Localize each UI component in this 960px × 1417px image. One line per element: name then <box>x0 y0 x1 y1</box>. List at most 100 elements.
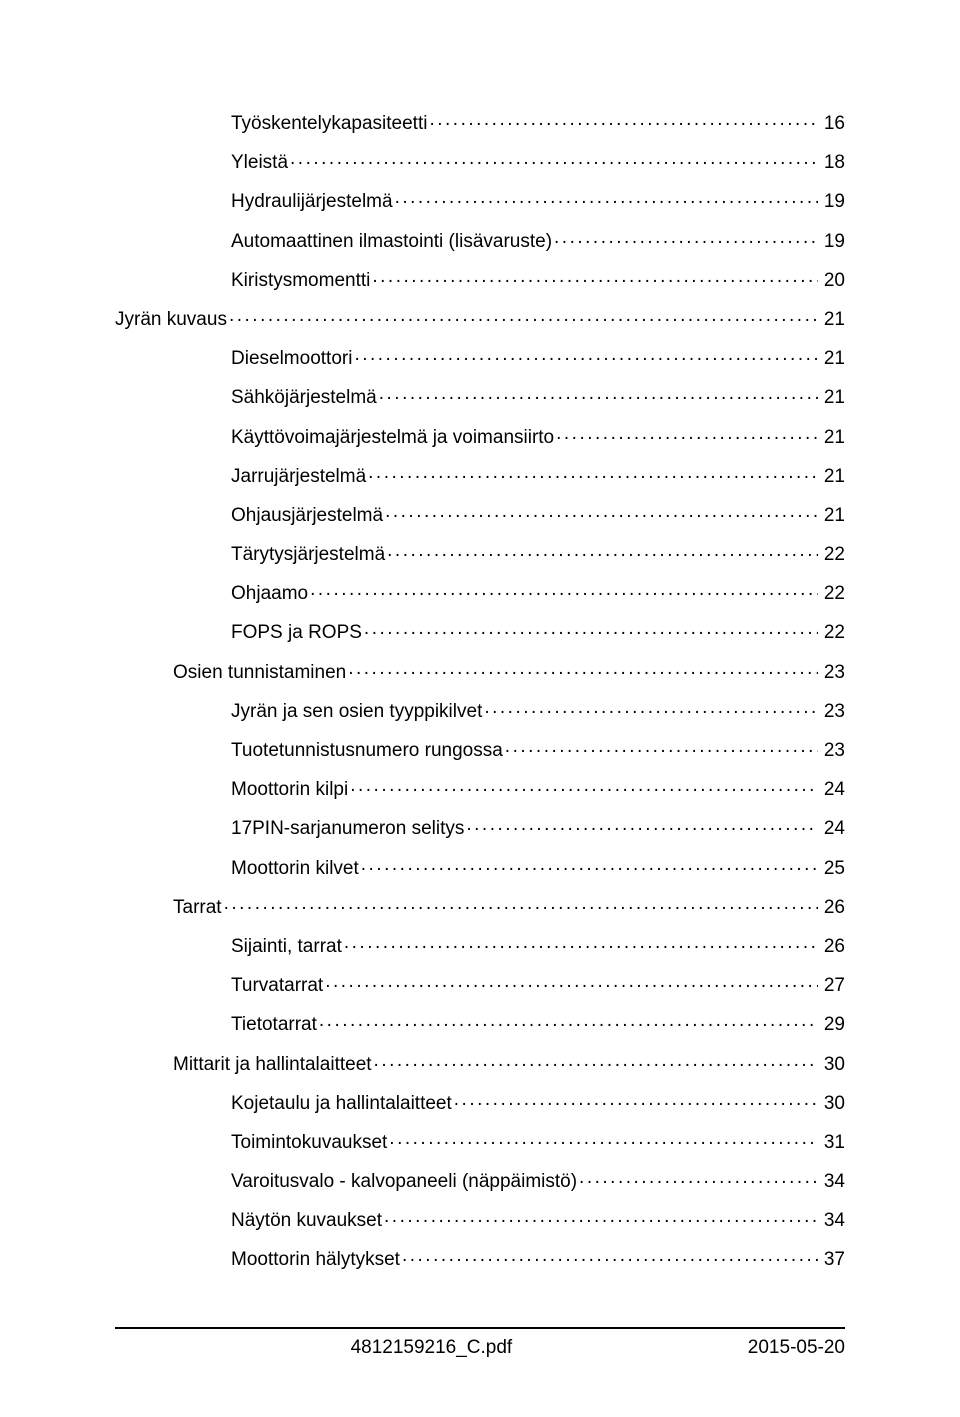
toc-label: Dieselmoottori <box>231 349 352 368</box>
toc-label: Kojetaulu ja hallintalaitteet <box>231 1094 452 1113</box>
toc-leader <box>224 894 818 913</box>
toc-leader <box>429 110 817 129</box>
toc-label: Jyrän kuvaus <box>115 310 227 329</box>
toc-entry: Osien tunnistaminen23 <box>115 659 845 682</box>
toc-label: Jyrän ja sen osien tyyppikilvet <box>231 702 482 721</box>
toc-entry: Toimintokuvaukset 31 <box>115 1129 845 1152</box>
toc-leader <box>310 580 818 599</box>
toc-label: 17PIN-sarjanumeron selitys <box>231 819 464 838</box>
toc-entry: Jyrän ja sen osien tyyppikilvet 23 <box>115 698 845 721</box>
toc-page-number: 23 <box>820 741 845 760</box>
toc-leader <box>290 149 818 168</box>
toc-leader <box>361 855 818 874</box>
toc-leader <box>466 815 817 834</box>
toc-page-number: 16 <box>820 114 845 133</box>
toc-page-number: 26 <box>820 898 845 917</box>
page: Työskentelykapasiteetti 16 Yleistä 18 Hydrau… <box>0 0 960 1417</box>
toc-entry: Ohjaamo22 <box>115 580 845 603</box>
toc-label: FOPS ja ROPS <box>231 623 362 642</box>
toc-label: Käyttövoimajärjestelmä ja voimansiirto <box>231 428 554 447</box>
toc-entry: Automaattinen ilmastointi (lisävaruste) 1… <box>115 228 845 251</box>
toc-page-number: 21 <box>820 349 845 368</box>
toc-page-number: 19 <box>820 232 845 251</box>
toc-label: Tärytysjärjestelmä <box>231 545 385 564</box>
toc-page-number: 34 <box>820 1172 845 1191</box>
toc-leader <box>229 306 818 325</box>
footer-rule <box>115 1327 845 1329</box>
toc-label: Tarrat <box>173 898 222 917</box>
toc-label: Automaattinen ilmastointi (lisävaruste) <box>231 232 552 251</box>
toc-entry: Ohjausjärjestelmä 21 <box>115 502 845 525</box>
toc-leader <box>364 619 818 638</box>
toc-page-number: 26 <box>820 937 845 956</box>
toc-leader <box>484 698 818 717</box>
toc-label: Toimintokuvaukset <box>231 1133 387 1152</box>
toc-entry: Käyttövoimajärjestelmä ja voimansiirto 21 <box>115 424 845 447</box>
toc-entry: Tietotarrat 29 <box>115 1011 845 1034</box>
toc-label: Näytön kuvaukset <box>231 1211 382 1230</box>
toc-page-number: 37 <box>820 1250 845 1269</box>
toc-label: Työskentelykapasiteetti <box>231 114 427 133</box>
toc-label: Ohjausjärjestelmä <box>231 506 383 525</box>
toc-entry: Sähköjärjestelmä21 <box>115 384 845 407</box>
toc-entry: 17PIN-sarjanumeron selitys 24 <box>115 815 845 838</box>
toc-label: Mittarit ja hallintalaitteet <box>173 1055 372 1074</box>
toc-page-number: 21 <box>820 506 845 525</box>
toc-page-number: 23 <box>820 702 845 721</box>
toc-entry: Tarrat 26 <box>115 894 845 917</box>
toc-leader <box>579 1168 818 1187</box>
toc-entry: Jarrujärjestelmä21 <box>115 463 845 486</box>
toc-label: Jarrujärjestelmä <box>231 467 366 486</box>
toc-leader <box>556 424 818 443</box>
toc-label: Sähköjärjestelmä <box>231 388 377 407</box>
toc-leader <box>505 737 818 756</box>
footer-doc-ref: 4812159216_C.pdf <box>115 1337 748 1359</box>
toc-page-number: 31 <box>820 1133 845 1152</box>
toc-label: Moottorin kilvet <box>231 859 359 878</box>
toc-entry: Tärytysjärjestelmä 22 <box>115 541 845 564</box>
toc-leader <box>344 933 818 952</box>
table-of-contents: Työskentelykapasiteetti 16 Yleistä 18 Hydrau… <box>115 110 845 1269</box>
toc-leader <box>395 188 818 207</box>
toc-entry: Yleistä 18 <box>115 149 845 172</box>
toc-leader <box>384 1207 818 1226</box>
toc-page-number: 21 <box>820 310 845 329</box>
footer-date: 2015-05-20 <box>748 1337 845 1359</box>
toc-entry: Kiristysmomentti20 <box>115 267 845 290</box>
toc-leader <box>389 1129 818 1148</box>
toc-label: Moottorin hälytykset <box>231 1250 400 1269</box>
toc-entry: Moottorin hälytykset 37 <box>115 1246 845 1269</box>
toc-page-number: 21 <box>820 428 845 447</box>
toc-label: Tietotarrat <box>231 1015 317 1034</box>
toc-page-number: 24 <box>820 819 845 838</box>
toc-leader <box>350 776 818 795</box>
toc-entry: Hydraulijärjestelmä19 <box>115 188 845 211</box>
toc-label: Varoitusvalo - kalvopaneeli (näppäimistö… <box>231 1172 577 1191</box>
toc-label: Turvatarrat <box>231 976 323 995</box>
toc-entry: Moottorin kilvet25 <box>115 855 845 878</box>
toc-page-number: 27 <box>820 976 845 995</box>
toc-entry: Varoitusvalo - kalvopaneeli (näppäimistö… <box>115 1168 845 1191</box>
toc-label: Tuotetunnistusnumero rungossa <box>231 741 503 760</box>
toc-entry: Jyrän kuvaus 21 <box>115 306 845 329</box>
toc-leader <box>379 384 818 403</box>
toc-page-number: 29 <box>820 1015 845 1034</box>
toc-label: Yleistä <box>231 153 288 172</box>
toc-label: Moottorin kilpi <box>231 780 348 799</box>
toc-leader <box>454 1090 818 1109</box>
toc-leader <box>372 267 818 286</box>
toc-leader <box>368 463 818 482</box>
toc-leader <box>319 1011 818 1030</box>
toc-leader <box>402 1246 818 1265</box>
toc-leader <box>325 972 818 991</box>
toc-page-number: 18 <box>820 153 845 172</box>
toc-page-number: 22 <box>820 623 845 642</box>
toc-leader <box>354 345 817 364</box>
toc-page-number: 34 <box>820 1211 845 1230</box>
toc-page-number: 22 <box>820 545 845 564</box>
toc-label: Osien tunnistaminen <box>173 663 346 682</box>
toc-label: Ohjaamo <box>231 584 308 603</box>
toc-entry: Mittarit ja hallintalaitteet30 <box>115 1051 845 1074</box>
toc-page-number: 24 <box>820 780 845 799</box>
toc-leader <box>348 659 818 678</box>
